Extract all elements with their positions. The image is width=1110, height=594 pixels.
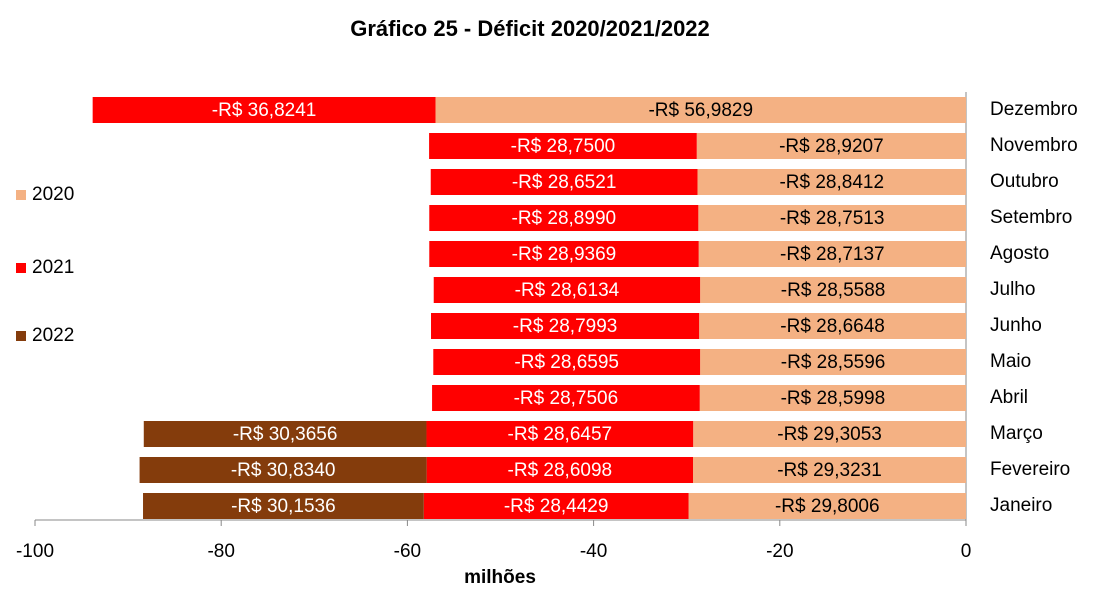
value-label: -R$ 56,9829 — [648, 100, 753, 121]
y-tick-label: Agosto — [990, 243, 1049, 264]
x-tick-label: -100 — [16, 541, 54, 562]
bar-segment — [696, 133, 966, 159]
y-tick-label: Abril — [990, 387, 1028, 408]
bar-segment — [693, 457, 966, 483]
bar-segment — [699, 313, 966, 339]
x-axis-label: milhões — [464, 567, 536, 588]
legend-swatch — [16, 331, 26, 341]
legend-swatch — [16, 190, 26, 200]
bar-segment — [139, 457, 427, 483]
value-label: -R$ 28,5588 — [781, 280, 886, 301]
value-label: -R$ 29,3053 — [777, 424, 882, 445]
bar-segment — [688, 493, 966, 519]
bar-segment — [697, 169, 966, 195]
bar-segment — [700, 349, 966, 375]
bar-segment — [431, 313, 700, 339]
bar-segment — [698, 205, 966, 231]
value-label: -R$ 28,7993 — [513, 316, 618, 337]
y-tick-label: Maio — [990, 351, 1031, 372]
value-label: -R$ 28,7513 — [780, 208, 885, 229]
bar-segment — [143, 421, 427, 447]
y-tick-label: Janeiro — [990, 495, 1052, 516]
value-label: -R$ 28,4429 — [504, 496, 609, 517]
y-tick-label: Setembro — [990, 207, 1072, 228]
x-tick-label: -80 — [207, 541, 234, 562]
value-label: -R$ 29,8006 — [775, 496, 880, 517]
x-tick-label: -60 — [394, 541, 421, 562]
y-tick-label: Fevereiro — [990, 459, 1070, 480]
legend-swatch — [16, 263, 26, 273]
x-tick-label: 0 — [961, 541, 972, 562]
legend-label: 2022 — [32, 325, 74, 346]
x-tick-label: -40 — [580, 541, 607, 562]
value-label: -R$ 29,3231 — [777, 460, 882, 481]
value-label: -R$ 28,5998 — [781, 388, 886, 409]
value-label: -R$ 28,6648 — [780, 316, 885, 337]
y-tick-label: Junho — [990, 315, 1042, 336]
bar-segment — [700, 277, 966, 303]
bar-segment — [433, 277, 701, 303]
chart-title: Gráfico 25 - Déficit 2020/2021/2022 — [350, 16, 710, 41]
bar-segment — [435, 97, 966, 123]
value-label: -R$ 28,6457 — [508, 424, 613, 445]
bar-segment — [429, 241, 699, 267]
bar-segment — [143, 493, 424, 519]
value-label: -R$ 30,1536 — [231, 496, 336, 517]
bar-segment — [699, 385, 966, 411]
value-label: -R$ 36,8241 — [212, 100, 317, 121]
bar-segment — [433, 349, 701, 375]
value-label: -R$ 28,8412 — [779, 172, 884, 193]
x-tick-label: -20 — [766, 541, 793, 562]
bar-segment — [693, 421, 966, 447]
value-label: -R$ 28,7137 — [780, 244, 885, 265]
legend-label: 2020 — [32, 184, 74, 205]
value-label: -R$ 28,5596 — [781, 352, 886, 373]
y-tick-label: Julho — [990, 279, 1035, 300]
value-label: -R$ 30,8340 — [231, 460, 336, 481]
bar-segment — [423, 493, 689, 519]
bar-segment — [429, 133, 697, 159]
value-label: -R$ 28,6134 — [515, 280, 620, 301]
bar-segment — [426, 457, 694, 483]
value-label: -R$ 28,9369 — [512, 244, 617, 265]
value-label: -R$ 28,6595 — [514, 352, 619, 373]
value-label: -R$ 28,9207 — [779, 136, 884, 157]
value-label: -R$ 28,7500 — [511, 136, 616, 157]
value-label: -R$ 28,6098 — [508, 460, 613, 481]
value-label: -R$ 28,6521 — [512, 172, 617, 193]
y-tick-label: Dezembro — [990, 99, 1078, 120]
bar-segment — [698, 241, 966, 267]
bar-segment — [92, 97, 436, 123]
bar-segment — [430, 169, 698, 195]
bar-segment — [432, 385, 700, 411]
bar-segment — [429, 205, 699, 231]
value-label: -R$ 28,7506 — [514, 388, 619, 409]
y-tick-label: Novembro — [990, 135, 1078, 156]
value-label: -R$ 30,3656 — [233, 424, 338, 445]
y-tick-label: Março — [990, 423, 1043, 444]
bar-segment — [426, 421, 694, 447]
y-tick-label: Outubro — [990, 171, 1059, 192]
legend-label: 2021 — [32, 257, 74, 278]
value-label: -R$ 28,8990 — [512, 208, 617, 229]
